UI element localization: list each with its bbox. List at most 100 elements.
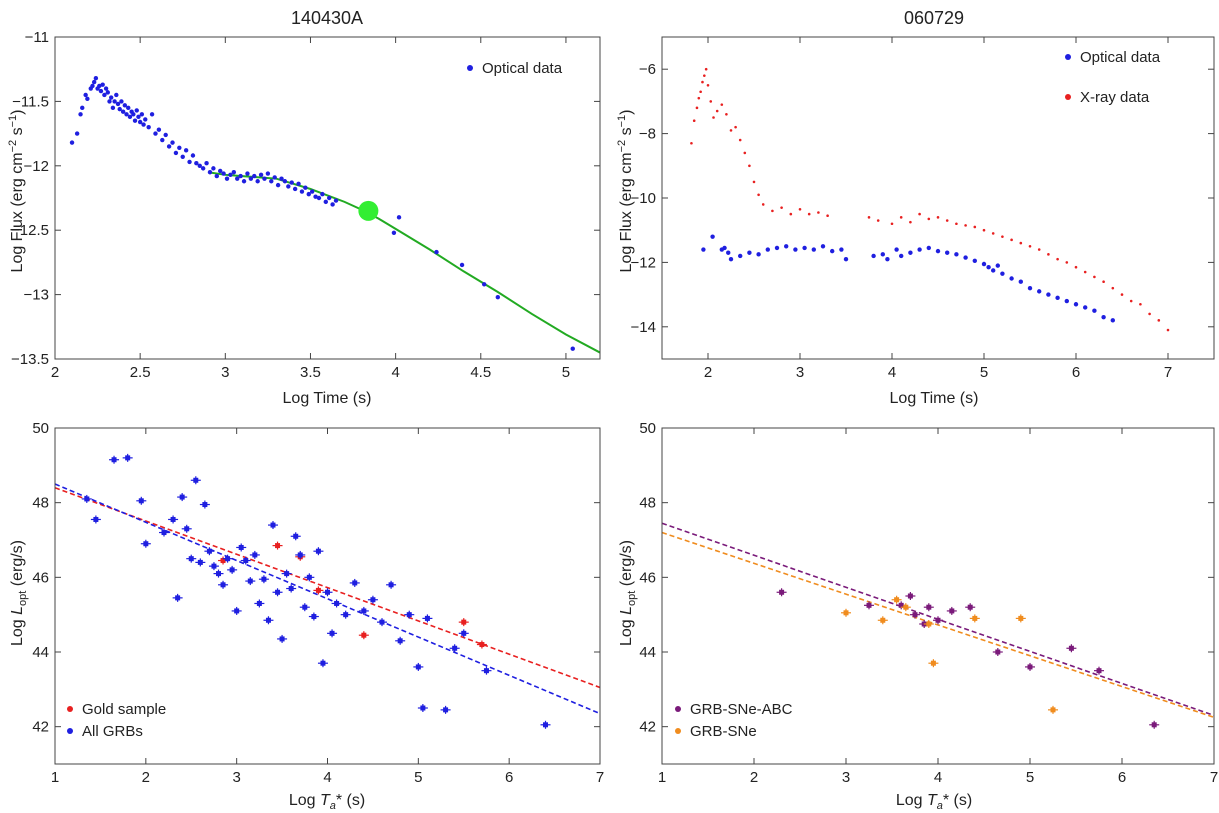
data-point xyxy=(179,494,185,500)
data-point xyxy=(248,176,254,181)
data-point xyxy=(926,245,931,251)
data-point xyxy=(479,642,485,648)
data-point xyxy=(115,101,121,107)
fit-curve xyxy=(208,171,601,354)
data-point xyxy=(1037,289,1042,294)
data-point xyxy=(221,171,226,176)
x-tick-label: 7 xyxy=(1164,364,1172,381)
data-point xyxy=(270,522,276,528)
data-point xyxy=(163,132,168,138)
data-point xyxy=(715,109,719,113)
data-point xyxy=(703,74,706,77)
plot-frame xyxy=(661,36,1215,360)
data-point xyxy=(119,99,124,104)
data-point xyxy=(1151,722,1157,728)
data-point xyxy=(894,247,899,252)
data-point xyxy=(112,99,117,104)
data-point xyxy=(325,589,330,595)
data-point xyxy=(134,108,139,113)
x-tick-label: 5 xyxy=(1026,769,1034,786)
data-point xyxy=(495,294,501,300)
data-point xyxy=(216,571,221,577)
y-tick-label: −13 xyxy=(24,287,49,304)
data-point xyxy=(935,617,941,623)
data-point xyxy=(807,212,811,216)
panel-correlation-all: 1 2 3 4 5 6 7 42 44 46 48 50 Gold sample All GRBs xyxy=(32,420,604,786)
data-point xyxy=(890,222,894,226)
data-point xyxy=(306,574,312,580)
data-point xyxy=(84,496,90,502)
data-point xyxy=(83,92,88,98)
data-point xyxy=(327,195,332,201)
data-point xyxy=(333,198,339,203)
data-point xyxy=(136,114,141,120)
y-tick-label: 48 xyxy=(639,495,656,512)
data-point xyxy=(1056,257,1059,261)
data-point xyxy=(722,245,727,251)
data-point xyxy=(729,129,733,132)
panel-2-ylabel: Log Flux (erg cm−2 s−1) xyxy=(616,110,635,273)
data-point xyxy=(709,100,713,103)
data-point xyxy=(894,597,900,603)
data-point xyxy=(909,220,912,224)
legend-marker xyxy=(675,706,681,712)
x-tick-label: 6 xyxy=(1118,769,1126,786)
x-tick-label: 2 xyxy=(750,769,758,786)
data-point xyxy=(483,668,489,674)
x-tick-label: 1 xyxy=(51,769,59,786)
x-tick-label: 4 xyxy=(934,769,942,786)
data-point xyxy=(306,191,311,197)
legend-marker xyxy=(1065,54,1071,60)
data-point xyxy=(184,526,190,532)
data-point xyxy=(701,247,706,252)
y-tick-label: 42 xyxy=(32,719,49,736)
data-point xyxy=(972,258,977,263)
data-point xyxy=(1001,235,1004,238)
legend-marker xyxy=(67,728,73,734)
data-point xyxy=(132,118,138,123)
data-point xyxy=(981,261,987,267)
data-point xyxy=(256,600,262,606)
data-point xyxy=(1074,265,1078,269)
data-point xyxy=(443,707,449,713)
y-tick-label: −10 xyxy=(631,190,656,207)
data-point xyxy=(907,593,913,599)
data-point xyxy=(93,76,99,81)
data-point xyxy=(97,83,102,89)
data-point xyxy=(156,127,162,132)
data-point xyxy=(370,597,376,603)
panel-2-title: 060729 xyxy=(904,8,964,28)
x-tick-label: 3.5 xyxy=(300,364,321,381)
data-point xyxy=(361,608,367,614)
data-point xyxy=(967,604,973,610)
data-point xyxy=(229,567,235,573)
data-point xyxy=(343,612,349,618)
data-point xyxy=(299,189,305,194)
data-point xyxy=(743,151,747,155)
data-point xyxy=(396,215,402,220)
data-point xyxy=(734,125,737,129)
x-tick-label: 3 xyxy=(221,364,229,381)
data-point xyxy=(228,172,233,178)
x-tick-label: 7 xyxy=(596,769,604,786)
y-tick-label: 48 xyxy=(32,495,49,512)
data-point xyxy=(160,137,165,143)
data-point xyxy=(288,586,294,592)
data-point xyxy=(761,203,765,206)
data-point xyxy=(692,119,696,123)
data-point xyxy=(161,530,167,536)
data-point xyxy=(986,265,991,270)
data-point xyxy=(1018,279,1023,284)
data-point xyxy=(293,533,299,539)
data-point xyxy=(1111,286,1115,290)
data-point xyxy=(238,173,243,179)
data-point xyxy=(247,578,253,584)
panel-3-ylabel: Log Lopt (erg/s) xyxy=(9,540,29,646)
data-point xyxy=(238,544,244,550)
data-point xyxy=(269,179,274,184)
data-point xyxy=(117,106,122,112)
plot-frame xyxy=(54,36,601,360)
data-point xyxy=(771,209,774,213)
data-point xyxy=(194,161,199,166)
data-point xyxy=(820,244,826,249)
